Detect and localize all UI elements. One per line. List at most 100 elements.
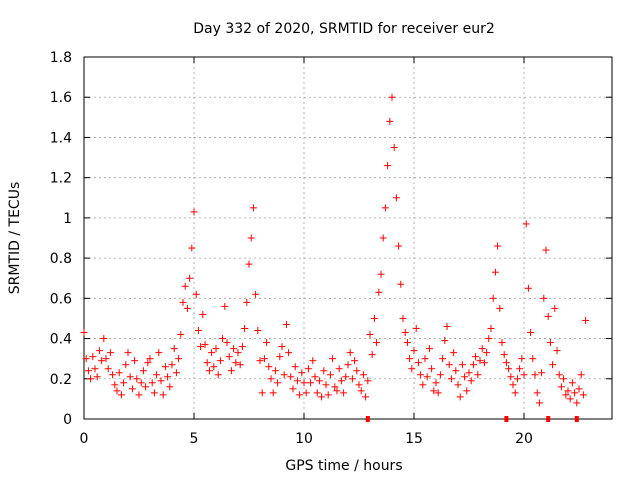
data-point <box>476 357 484 365</box>
data-point <box>412 325 420 332</box>
data-point <box>210 363 218 371</box>
data-point <box>474 371 482 379</box>
data-point <box>353 367 361 375</box>
data-point <box>491 268 499 276</box>
data-point <box>489 294 497 302</box>
data-point <box>89 353 97 361</box>
data-point <box>311 373 319 381</box>
data-point <box>342 373 350 381</box>
data-point <box>331 383 339 391</box>
data-point <box>494 242 502 250</box>
data-point <box>381 204 389 212</box>
axis-ticks: 0 0.2 0.4 0.6 0.8 1 1.2 1.4 1.6 1.8 0 5 10 15 20 <box>50 50 612 447</box>
x-axis-label: GPS time / hours <box>285 458 402 474</box>
data-point <box>500 351 508 359</box>
data-point <box>373 339 381 347</box>
data-point <box>304 365 312 373</box>
data-point <box>375 288 383 296</box>
zero-marker <box>504 416 509 422</box>
data-point <box>439 355 447 363</box>
x-tick-label: 15 <box>405 431 423 447</box>
data-point <box>322 381 330 389</box>
zero-marker <box>546 416 551 422</box>
data-point <box>425 345 433 353</box>
data-point <box>186 274 194 282</box>
data-point <box>364 377 372 385</box>
data-point <box>430 387 438 395</box>
data-point <box>278 343 286 351</box>
data-point <box>463 387 471 395</box>
data-point <box>216 357 224 365</box>
data-point <box>287 373 295 381</box>
data-point <box>285 349 293 357</box>
data-point <box>555 371 563 379</box>
data-point <box>172 369 180 377</box>
data-point <box>100 335 108 343</box>
data-point <box>428 365 436 373</box>
data-point <box>146 355 154 363</box>
data-point <box>307 379 315 387</box>
data-point <box>142 383 150 391</box>
data-point <box>485 335 493 343</box>
data-point <box>276 353 284 361</box>
data-point <box>159 391 167 399</box>
data-point <box>401 329 409 337</box>
data-point <box>201 341 209 349</box>
data-point <box>102 355 110 363</box>
data-point <box>362 393 370 401</box>
data-point <box>166 383 174 391</box>
data-point <box>135 391 143 399</box>
data-point <box>355 381 363 389</box>
zero-marker <box>365 416 370 422</box>
data-point <box>113 387 121 395</box>
data-point <box>208 349 216 357</box>
data-point <box>109 371 117 379</box>
data-point <box>133 375 141 383</box>
data-point <box>456 393 464 401</box>
data-point <box>443 322 451 330</box>
data-point <box>553 347 561 355</box>
data-point <box>496 304 504 312</box>
data-point <box>269 389 277 397</box>
data-point <box>296 391 304 399</box>
data-point <box>395 242 403 250</box>
data-point <box>197 343 205 351</box>
data-point <box>84 367 92 375</box>
data-point <box>238 343 246 351</box>
data-point <box>357 387 365 395</box>
data-point <box>267 375 275 383</box>
data-point <box>452 367 460 375</box>
y-tick-label: 0.6 <box>50 291 72 307</box>
data-point <box>546 339 554 347</box>
data-points <box>80 93 590 422</box>
data-point <box>480 359 488 367</box>
x-tick-label: 20 <box>515 431 533 447</box>
data-point <box>117 391 125 399</box>
y-tick-label: 1.8 <box>50 50 72 66</box>
data-point <box>337 377 345 385</box>
data-point <box>282 320 290 328</box>
data-point <box>351 357 359 365</box>
data-point <box>392 194 400 202</box>
data-point <box>234 349 242 357</box>
data-point <box>82 355 90 363</box>
data-point <box>454 381 462 389</box>
data-point <box>531 371 539 379</box>
data-point <box>302 389 310 397</box>
data-point <box>414 359 422 367</box>
data-point <box>199 310 207 318</box>
data-point <box>194 327 202 335</box>
data-point <box>390 144 398 151</box>
data-point <box>124 349 132 357</box>
data-point <box>410 347 418 355</box>
data-point <box>447 375 455 383</box>
data-point <box>289 385 297 393</box>
data-point <box>529 355 537 363</box>
data-point <box>230 345 238 353</box>
data-point <box>320 367 328 375</box>
data-point <box>144 359 152 367</box>
data-point <box>368 351 376 359</box>
data-point <box>203 359 211 367</box>
data-point <box>417 371 425 379</box>
y-tick-label: 1.6 <box>50 90 72 106</box>
